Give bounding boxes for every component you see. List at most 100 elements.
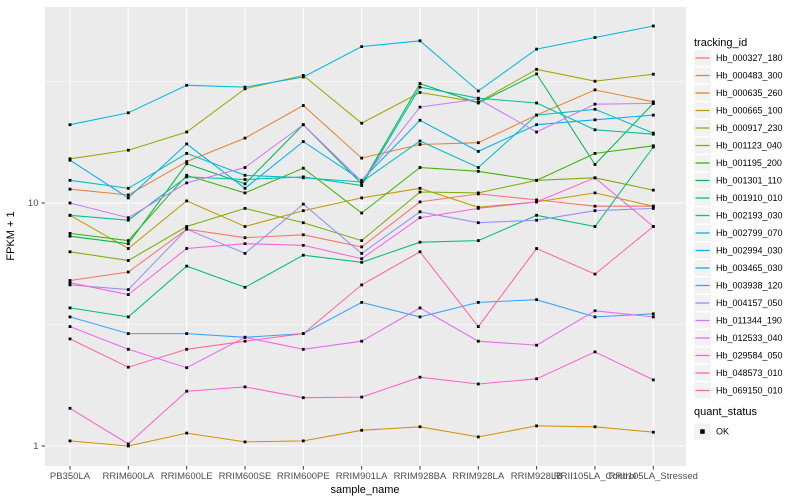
data-point xyxy=(68,234,72,238)
data-point xyxy=(360,260,364,264)
data-point xyxy=(418,375,422,379)
data-point xyxy=(243,335,247,339)
data-point xyxy=(360,395,364,399)
data-point xyxy=(126,193,130,197)
data-point xyxy=(185,347,189,351)
black-square-marker-icon xyxy=(700,429,705,434)
data-point xyxy=(68,337,72,341)
data-point xyxy=(301,221,305,225)
legend-item-Hb_001123_040: Hb_001123_040 xyxy=(694,137,782,154)
data-point xyxy=(126,288,130,291)
data-point xyxy=(535,218,538,222)
axes: 10 1 PB350LA RRIM600LA RRIM600LE RRIM600SE RRI… xyxy=(28,198,698,482)
data-point xyxy=(476,382,480,386)
data-point xyxy=(418,91,422,94)
data-point xyxy=(243,252,247,255)
data-point xyxy=(476,239,480,242)
x-tick-label: RRIM600PE xyxy=(277,471,330,482)
data-point xyxy=(185,247,189,250)
data-point xyxy=(301,140,305,143)
data-point xyxy=(535,424,538,428)
legend-item-Hb_029584_050: Hb_029584_050 xyxy=(694,347,783,364)
data-point xyxy=(535,67,538,71)
data-point xyxy=(68,187,72,191)
x-tick-label: RRII105LA_Control xyxy=(554,471,636,482)
data-point xyxy=(360,121,364,125)
data-point xyxy=(476,339,480,343)
data-point xyxy=(418,306,422,310)
data-point xyxy=(651,315,655,319)
data-point xyxy=(418,200,422,204)
x-tick-label: RRII105LA_Stressed xyxy=(609,471,698,482)
data-point xyxy=(418,190,422,194)
data-point xyxy=(418,315,422,319)
data-point xyxy=(360,184,364,187)
data-point xyxy=(126,315,130,319)
data-point xyxy=(360,283,364,287)
legend-item-Hb_000635_260: Hb_000635_260 xyxy=(694,85,783,101)
data-point xyxy=(243,191,247,195)
data-point xyxy=(301,243,305,247)
legend-item-label: Hb_001123_040 xyxy=(716,141,782,151)
data-point xyxy=(418,118,422,122)
x-tick-label: RRIM928BA xyxy=(394,471,447,482)
data-point xyxy=(651,24,655,28)
data-point xyxy=(360,211,364,215)
legend-item-Hb_012533_040: Hb_012533_040 xyxy=(694,330,783,346)
data-point xyxy=(68,281,72,285)
data-point xyxy=(68,201,72,205)
data-point xyxy=(126,242,130,246)
legend-title-tracking-id: tracking_id xyxy=(694,37,747,49)
data-point xyxy=(243,339,247,343)
x-tick-label: PB350LA xyxy=(50,471,91,482)
data-point xyxy=(418,85,422,89)
data-point xyxy=(418,139,422,143)
data-point xyxy=(126,444,130,448)
data-point xyxy=(535,213,538,217)
data-point xyxy=(126,218,130,222)
data-point xyxy=(651,207,655,210)
data-point xyxy=(418,240,422,244)
y-tick-label: 1 xyxy=(33,441,38,452)
data-point xyxy=(126,259,130,262)
data-point xyxy=(360,257,364,261)
data-point xyxy=(301,253,305,257)
data-point xyxy=(418,82,422,85)
data-point xyxy=(126,186,130,190)
data-point xyxy=(185,227,189,231)
data-point xyxy=(476,101,480,105)
legend-item-label: Hb_002193_030 xyxy=(716,211,783,221)
data-point xyxy=(418,186,422,190)
data-point xyxy=(476,141,480,145)
legend-item-quant-OK: OK xyxy=(694,423,729,440)
data-point xyxy=(360,182,364,186)
x-tick-label: RRIM901LA xyxy=(336,471,388,482)
legend-item-Hb_002994_030: Hb_002994_030 xyxy=(694,242,783,259)
series-lines xyxy=(68,24,655,448)
data-point xyxy=(68,250,72,254)
data-point xyxy=(68,232,72,235)
data-point xyxy=(126,332,130,335)
data-point xyxy=(185,160,189,163)
data-point xyxy=(301,396,305,400)
data-point xyxy=(651,378,655,382)
data-point xyxy=(360,428,364,432)
data-point xyxy=(301,74,305,77)
data-point xyxy=(243,136,247,140)
legend-item-label: Hb_000483_300 xyxy=(716,71,783,81)
data-point xyxy=(185,162,189,166)
data-point xyxy=(243,207,247,210)
data-point xyxy=(243,186,247,190)
data-point xyxy=(476,191,480,195)
data-point xyxy=(651,113,655,117)
legend-item-Hb_000327_180: Hb_000327_180 xyxy=(694,50,783,66)
legend-item-label: Hb_000917_230 xyxy=(716,123,783,133)
data-point xyxy=(651,131,655,135)
data-point xyxy=(593,88,597,92)
data-point xyxy=(535,72,538,76)
data-point xyxy=(68,279,72,282)
data-point xyxy=(68,283,72,287)
data-point xyxy=(476,89,480,93)
data-point xyxy=(301,75,305,79)
data-point xyxy=(243,173,247,177)
